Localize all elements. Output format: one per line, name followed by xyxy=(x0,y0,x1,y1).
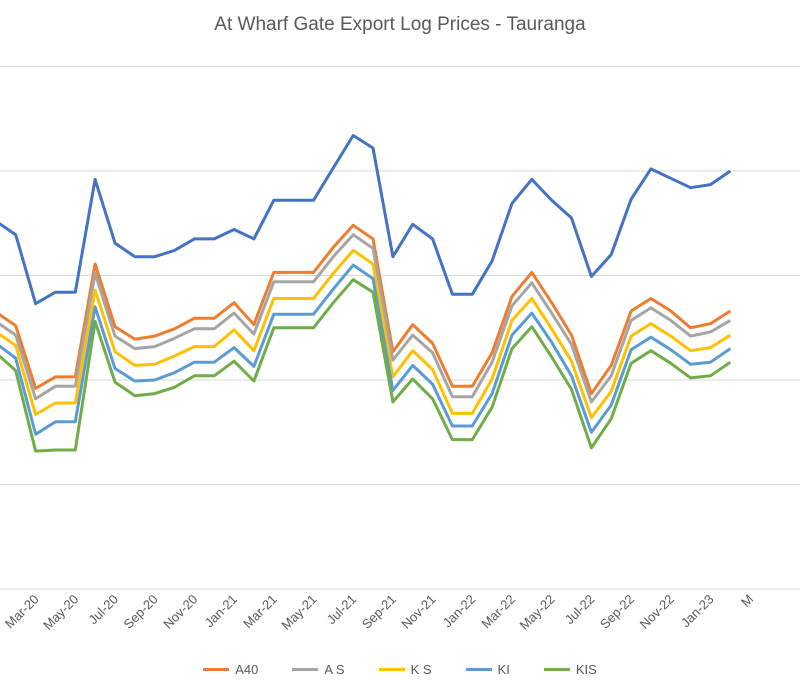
x-tick-label: Jul-20 xyxy=(85,592,121,628)
x-tick-label: May-22 xyxy=(517,592,558,633)
series-line-a-s xyxy=(0,233,732,404)
x-tick-label: Nov-20 xyxy=(160,592,200,632)
x-tick-label: Mar-22 xyxy=(478,592,518,632)
x-tick-label: Nov-21 xyxy=(398,592,438,632)
x-tick-label: May-20 xyxy=(40,592,81,633)
legend-item: K S xyxy=(378,662,432,677)
legend-item: KIS xyxy=(543,662,597,677)
x-tick-label: Jan-21 xyxy=(201,592,240,631)
x-tick-label: Sep-22 xyxy=(597,592,637,632)
x-tick-label: May-21 xyxy=(278,592,319,633)
legend-item: A S xyxy=(292,662,345,677)
x-tick-label: M xyxy=(738,592,756,610)
x-tick-label: Jan-20 xyxy=(0,592,2,631)
x-tick-label: Jul-22 xyxy=(562,592,598,628)
series-line-ki xyxy=(0,263,732,436)
x-tick-label: Nov-22 xyxy=(637,592,677,632)
series-line-top xyxy=(0,134,732,306)
chart-title: At Wharf Gate Export Log Prices - Tauran… xyxy=(214,14,586,35)
x-tick-label: Sep-20 xyxy=(121,592,161,632)
legend-label: K S xyxy=(410,662,432,677)
legend: A40 A S K S KI KIS xyxy=(0,662,800,677)
x-tick-label: Jan-23 xyxy=(678,592,717,631)
series-line-k-s xyxy=(0,248,732,420)
legend-label: KIS xyxy=(575,662,597,677)
x-tick-label: Mar-20 xyxy=(2,592,42,632)
legend-label: A40 xyxy=(235,662,259,677)
x-axis-tick-labels: Jan-20Mar-20May-20Jul-20Sep-20Nov-20Jan-… xyxy=(0,592,756,633)
legend-label: KI xyxy=(497,662,510,677)
legend-swatch xyxy=(378,668,405,671)
x-tick-label: Jan-22 xyxy=(440,592,479,631)
legend-label: A S xyxy=(324,662,345,677)
legend-item: A40 xyxy=(203,662,258,677)
series-lines xyxy=(0,134,732,453)
x-tick-label: Jul-21 xyxy=(324,592,360,628)
legend-swatch xyxy=(203,668,230,671)
series-line-kis xyxy=(0,278,732,453)
x-tick-label: Sep-21 xyxy=(359,592,399,632)
legend-swatch xyxy=(292,668,319,671)
legend-swatch xyxy=(543,668,570,671)
legend-swatch xyxy=(465,668,492,671)
x-tick-label: Mar-21 xyxy=(240,592,280,632)
legend-item: KI xyxy=(465,662,510,677)
series-line-a40 xyxy=(0,223,732,396)
